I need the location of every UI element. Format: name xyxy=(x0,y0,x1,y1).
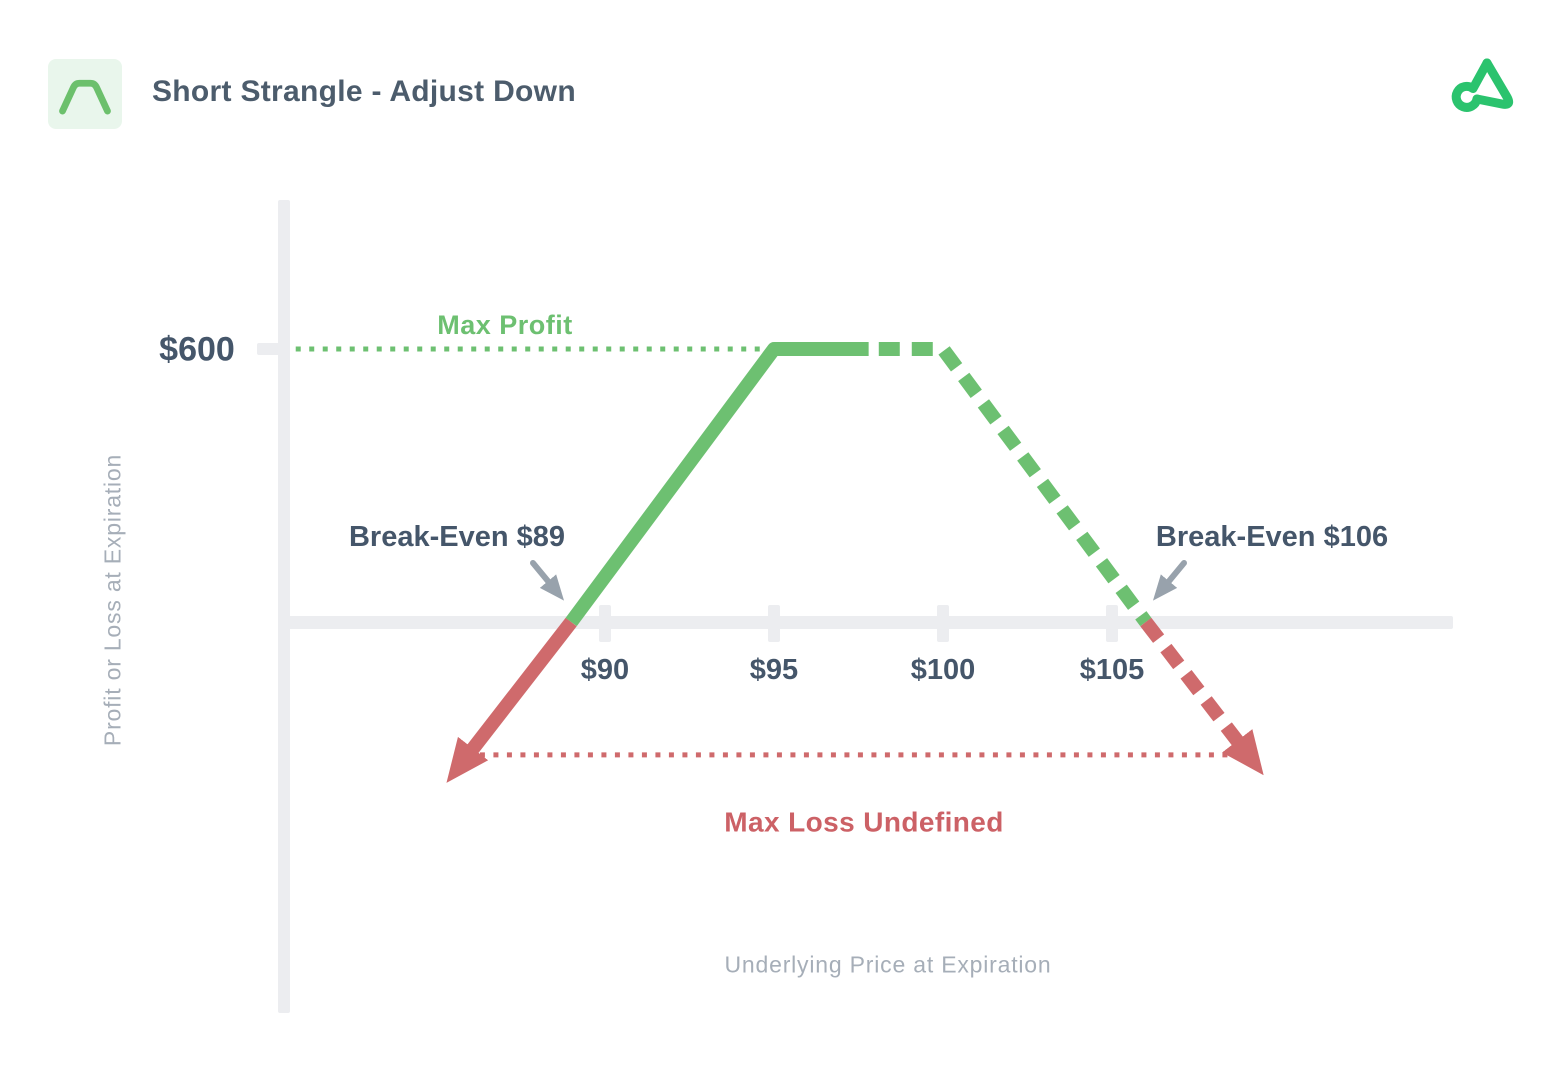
x-tick-label: $95 xyxy=(749,654,799,687)
y-axis-title: Profit or Loss at Expiration xyxy=(99,453,126,747)
x-tick xyxy=(768,605,780,642)
y-tick xyxy=(257,343,290,355)
x-tick-label: $100 xyxy=(910,654,976,687)
x-tick-label: $105 xyxy=(1079,654,1145,687)
payoff-segment-loss-right xyxy=(1140,617,1264,776)
page-title: Short Strangle - Adjust Down xyxy=(152,75,576,108)
break-even-left-pointer-arrow-icon xyxy=(530,560,565,601)
y-tick-label-600: $600 xyxy=(159,330,235,369)
y-axis xyxy=(278,200,290,1013)
strangle-shape-icon xyxy=(59,79,111,115)
x-tick xyxy=(937,605,949,642)
strategy-icon xyxy=(48,59,122,129)
break-even-right-pointer-arrow-icon xyxy=(1152,560,1187,601)
axis-ticks xyxy=(257,343,1118,642)
payoff-segment-loss-left xyxy=(446,617,577,783)
x-axis xyxy=(278,616,1453,629)
x-axis-title: Underlying Price at Expiration xyxy=(724,951,1052,978)
payoff-line xyxy=(446,342,1264,783)
max-profit-label: Max Profit xyxy=(437,310,573,341)
break-even-right-label: Break-Even $106 xyxy=(1155,521,1389,554)
reference-lines xyxy=(295,346,1258,758)
payoff-segment-profit-right xyxy=(878,342,1152,627)
break-even-left-label: Break-Even $89 xyxy=(348,521,566,554)
option-alpha-logo-icon xyxy=(1443,53,1519,123)
payoff-segment-profit-left xyxy=(565,342,869,627)
max-loss-label: Max Loss Undefined xyxy=(724,806,1004,838)
x-tick-label: $90 xyxy=(580,654,630,687)
x-tick xyxy=(1106,605,1118,642)
x-tick xyxy=(599,605,611,642)
